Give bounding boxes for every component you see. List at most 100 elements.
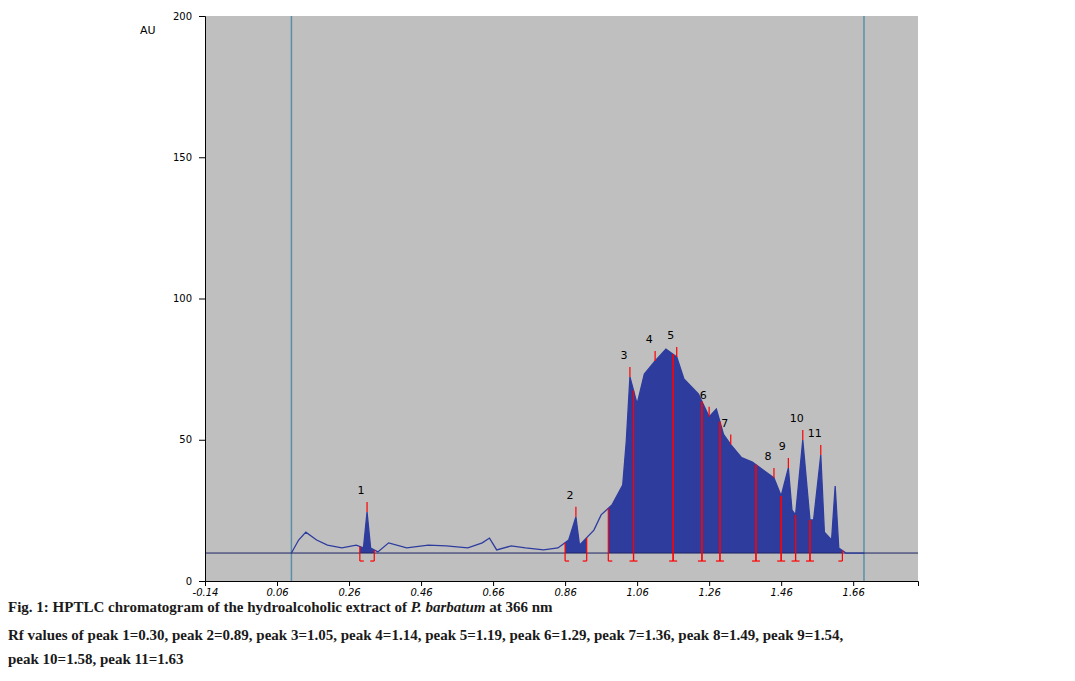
peak-apex [802, 430, 803, 440]
peak-bracket [634, 560, 638, 561]
peak-apex [366, 502, 367, 512]
peak-apex [655, 351, 656, 361]
y-tick: 200 [173, 11, 205, 22]
y-tick-label: 0 [186, 576, 192, 587]
x-tick: 0.26 [338, 581, 360, 598]
peak-boundary [565, 543, 566, 561]
peak-boundary [701, 402, 702, 561]
peak-label: 7 [721, 417, 728, 430]
y-axis: 050100150200 [173, 11, 206, 587]
peak-boundary [781, 496, 782, 561]
peak-apex [773, 468, 774, 478]
peak-boundary [673, 354, 674, 561]
peak-label: 11 [808, 427, 822, 440]
peak-apex [676, 347, 677, 357]
x-tick: 1.46 [771, 581, 793, 598]
peak-boundary [795, 515, 796, 561]
peak-bracket [370, 560, 374, 561]
peak-area [565, 349, 587, 553]
y-tick-mark [199, 440, 205, 441]
y-tick-label: 200 [173, 11, 192, 22]
x-axis-line [206, 582, 919, 587]
peak-apex [575, 507, 576, 517]
peak-boundary [842, 550, 843, 561]
title: Fig. 1: HPTLC chromatogram of the hydroa… [8, 599, 553, 615]
peak-boundary [809, 520, 810, 561]
peak-boundary [359, 547, 360, 561]
peak-bracket [720, 560, 724, 561]
x-tick-label: 0.26 [338, 587, 360, 598]
x-tick-label: 0.86 [554, 587, 576, 598]
peak-area [634, 349, 674, 553]
y-tick-mark [199, 16, 205, 17]
peak-label: 9 [779, 440, 786, 453]
y-axis-line [199, 17, 206, 582]
peak-label: 4 [646, 333, 653, 346]
peak-boundary [633, 390, 634, 561]
peak-apex [788, 458, 789, 468]
peak-bracket [565, 560, 569, 561]
y-tick-mark [199, 299, 205, 300]
peak-label: 6 [700, 389, 707, 402]
peak-bracket [838, 560, 842, 561]
x-tick-label: 0.06 [266, 587, 288, 598]
x-tick-label: 1.66 [843, 587, 865, 598]
y-tick: 150 [173, 152, 205, 163]
peak-boundary [719, 422, 720, 561]
peak-bracket [781, 560, 785, 561]
peak-apex [820, 445, 821, 455]
x-tick: 0.46 [410, 581, 432, 598]
peak-bracket [796, 560, 800, 561]
x-tick: 1.66 [843, 581, 865, 598]
peak-boundary [795, 515, 796, 561]
peak-boundary [809, 520, 810, 561]
peak-apex [730, 435, 731, 445]
x-tick-label: 0.46 [410, 587, 432, 598]
x-tick-mark [709, 581, 710, 586]
peak-bracket [608, 560, 612, 561]
x-tick-mark [565, 581, 566, 586]
peak-boundary [673, 354, 674, 561]
peak-apex [629, 367, 630, 377]
x-tick: 0.86 [554, 581, 576, 598]
title-part: P. barbatum [411, 599, 486, 615]
peak-area [702, 349, 720, 553]
peak-boundary [719, 422, 720, 561]
peak-boundary [374, 550, 375, 561]
peak-apex [709, 407, 710, 417]
x-tick-mark [637, 581, 638, 586]
peak-label: 3 [620, 349, 627, 362]
x-tick-mark [277, 581, 278, 586]
peak-area [781, 349, 795, 553]
peak-boundary [755, 465, 756, 561]
y-tick-label: 150 [173, 152, 192, 163]
peak-area [756, 349, 781, 553]
peak-label: 8 [764, 450, 771, 463]
track-line [863, 16, 865, 581]
baseline [205, 553, 918, 554]
peak-area [796, 349, 810, 553]
x-tick-label: 0.66 [482, 587, 504, 598]
y-axis-label: AU [140, 24, 156, 37]
x-tick-label: -0.14 [193, 587, 219, 598]
x-tick-mark [493, 581, 494, 586]
y-tick-label: 50 [179, 434, 192, 445]
peak-bracket [360, 560, 364, 561]
peak-bracket [583, 560, 587, 561]
subtitle: peak 10=1.58, peak 11=1.63 [8, 651, 183, 667]
x-tick-label: 1.06 [626, 587, 648, 598]
peak-label: 1 [358, 484, 365, 497]
y-tick: 0 [186, 576, 205, 587]
peak-boundary [633, 390, 634, 561]
y-tick: 50 [179, 434, 205, 445]
x-tick-mark [853, 581, 854, 586]
peak-label: 2 [566, 489, 573, 502]
subtitle: Rf values of peak 1=0.30, peak 2=0.89, p… [8, 627, 844, 643]
y-tick-mark [199, 157, 205, 158]
x-tick: 1.06 [626, 581, 648, 598]
x-tick: -0.14 [193, 581, 219, 598]
x-tick: 0.66 [482, 581, 504, 598]
track-line [291, 16, 293, 581]
title-part: Fig. 1: HPTLC chromatogram of the hydroa… [8, 599, 411, 615]
x-axis: -0.140.060.260.460.660.861.061.261.461.6… [193, 581, 919, 598]
